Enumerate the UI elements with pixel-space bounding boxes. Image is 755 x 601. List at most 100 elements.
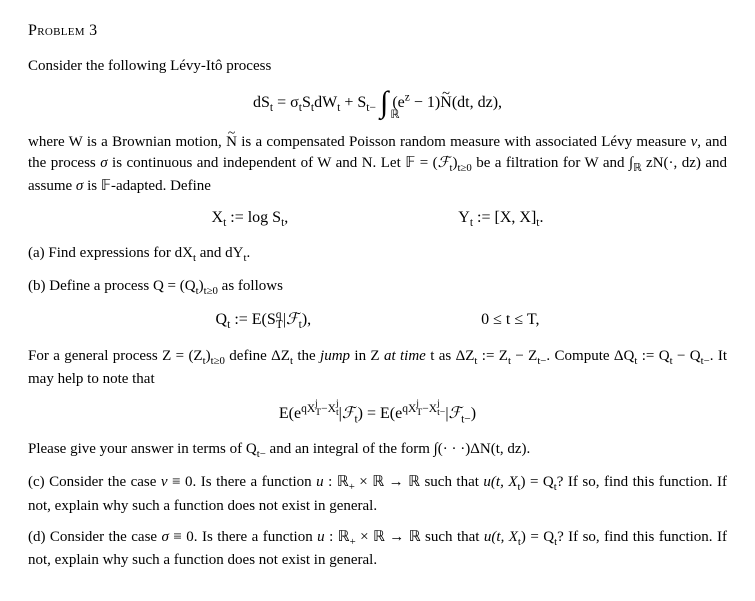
partB-text: (b) Define a process Q = (Q — [28, 278, 196, 294]
p2i: -adapted. Define — [111, 178, 211, 194]
equation-defs-xy: Xt := log St, Yt := [X, X]t. — [28, 207, 727, 231]
partB-sub2: t≥0 — [204, 285, 218, 297]
eq4-mid: ) = E(e — [358, 405, 403, 422]
eq3a: Qt := E(SqT|ℱt), — [216, 309, 312, 333]
p3j: := Q — [637, 348, 669, 364]
partD-sigma: σ — [162, 529, 169, 545]
p2-intsub: ℝ — [633, 162, 642, 174]
eq2b-pre: Y — [458, 209, 470, 226]
partC-b: ≡ 0. Is there a function — [168, 474, 317, 490]
partC-c: : ℝ — [324, 474, 349, 490]
part-b: (b) Define a process Q = (Qt)t≥0 as foll… — [28, 276, 727, 299]
eq1-tail: (dt, dz), — [452, 94, 502, 111]
problem-header: Problem 3 — [28, 20, 727, 42]
p4-sub: t− — [257, 448, 266, 460]
partD-a: (d) Consider the case — [28, 529, 162, 545]
partC-e: u(t, X — [483, 474, 517, 490]
p3g: := Z — [477, 348, 508, 364]
eq2a-mid: := log S — [226, 209, 281, 226]
eq2a-tail: , — [284, 209, 288, 226]
partA-tail: . — [246, 245, 250, 261]
eq3b: 0 ≤ t ≤ T, — [481, 309, 539, 333]
p3f: t as ΔZ — [426, 348, 475, 364]
p3a: For a general process Z = (Z — [28, 348, 203, 364]
p2-sigma: σ — [100, 155, 107, 171]
p3e-at: at time — [384, 348, 426, 364]
partD-d: × ℝ → ℝ such that — [356, 529, 484, 545]
eq-X-def: Xt := log St, — [212, 207, 289, 231]
p3c: define ΔZ — [225, 348, 290, 364]
partC-a: (c) Consider the case — [28, 474, 161, 490]
eq4-exp2a: qX — [402, 403, 416, 415]
eq2b-tail: . — [539, 209, 543, 226]
p4b: and an integral of the form — [266, 441, 434, 457]
paragraph-4: Please give your answer in terms of Qt− … — [28, 439, 727, 462]
eq3a-ST: qT — [276, 310, 283, 331]
partD-f: ) = Q — [521, 529, 554, 545]
part-a: (a) Find expressions for dXt and dYt. — [28, 243, 727, 266]
partD-u: u — [317, 529, 325, 545]
eq4-exp1b: −X — [321, 403, 336, 415]
p2a: where W is a Brownian motion, — [28, 134, 226, 150]
p3e: in Z — [350, 348, 384, 364]
p2-F2: 𝔽 — [101, 178, 111, 194]
partD-b: ≡ 0. Is there a function — [169, 529, 317, 545]
p3d: the — [293, 348, 320, 364]
partC-nu: ν — [161, 474, 168, 490]
eq1-ntilde: N — [440, 92, 452, 114]
p2-Ft: ℱ — [438, 155, 450, 171]
eq1-lhs: dS — [253, 94, 270, 111]
eq-Y-def: Yt := [X, X]t. — [458, 207, 543, 231]
p2h: is — [83, 178, 101, 194]
integral-icon: ∫ — [380, 85, 388, 119]
partA-text: (a) Find expressions for dX — [28, 245, 193, 261]
eq1-int: ∫ ℝ — [380, 87, 388, 119]
eq3a-supsub: T — [276, 320, 283, 330]
partD-c: : ℝ — [325, 529, 350, 545]
equation-cond-exp: E(eqXjT−Xjt|ℱt) = E(eqXjT−Xjt−|ℱt−) — [28, 400, 727, 428]
eq4-exp1a: qX — [301, 403, 315, 415]
eq4-exp1: qXjT−Xjt — [301, 403, 339, 415]
eq1-int-sub: ℝ — [390, 107, 399, 123]
eq4-pre: E(e — [279, 405, 301, 422]
p3i: . Compute ΔQ — [546, 348, 634, 364]
paragraph-2: where W is a Brownian motion, N is a com… — [28, 132, 727, 197]
partD-e: u(t, X — [484, 529, 518, 545]
paragraph-3: For a general process Z = (Zt)t≥0 define… — [28, 346, 727, 390]
part-c: (c) Consider the case ν ≡ 0. Is there a … — [28, 472, 727, 516]
p2-tge0: t≥0 — [457, 162, 471, 174]
partA-mid: and dY — [196, 245, 244, 261]
eq1-d: + S — [340, 94, 366, 111]
eq1-Stm-sub: t− — [366, 102, 376, 114]
equation-Q-def: Qt := E(SqT|ℱt), 0 ≤ t ≤ T, — [28, 309, 727, 333]
p4-int: ∫(· · ·)ΔN(t, dz). — [434, 441, 531, 457]
partB-tail: as follows — [218, 278, 283, 294]
eq1-b: S — [302, 94, 311, 111]
eq2a-pre: X — [212, 209, 224, 226]
intro-paragraph: Consider the following Lévy-Itô process — [28, 56, 727, 77]
p3h: − Z — [511, 348, 537, 364]
p2b: is a compensated Poisson random measure … — [237, 134, 691, 150]
eq4-F2sub: t− — [461, 413, 471, 425]
p2d: is continuous and independent of W and N… — [108, 155, 406, 171]
p2-ntilde: N — [226, 132, 237, 153]
eq2b-mid: := [X, X] — [473, 209, 536, 226]
p2g: be a filtration for W and — [472, 155, 629, 171]
p3k-sub: t− — [701, 355, 710, 367]
p2-F: 𝔽 — [405, 155, 415, 171]
eq4-exp2: qXjT−Xjt− — [402, 403, 445, 415]
eq3a-pre: Q — [216, 311, 228, 328]
eq1-c: dW — [314, 94, 337, 111]
eq4-tail: ) — [471, 405, 476, 422]
eq4-exp2b: −X — [422, 403, 437, 415]
eq3a-mid: := E(S — [230, 311, 275, 328]
equation-sde: dSt = σtStdWt + St− ∫ ℝ (ez − 1)N(dt, dz… — [28, 87, 727, 119]
eq1-int-b: − 1) — [410, 94, 440, 111]
partC-u: u — [316, 474, 324, 490]
p3-sub2: t≥0 — [211, 355, 225, 367]
partC-d: × ℝ → ℝ such that — [355, 474, 484, 490]
eq3a-F: ℱ — [286, 311, 299, 328]
p2e: = ( — [415, 155, 437, 171]
eq3a-tail: ), — [302, 311, 311, 328]
p3-jump: jump — [320, 348, 350, 364]
